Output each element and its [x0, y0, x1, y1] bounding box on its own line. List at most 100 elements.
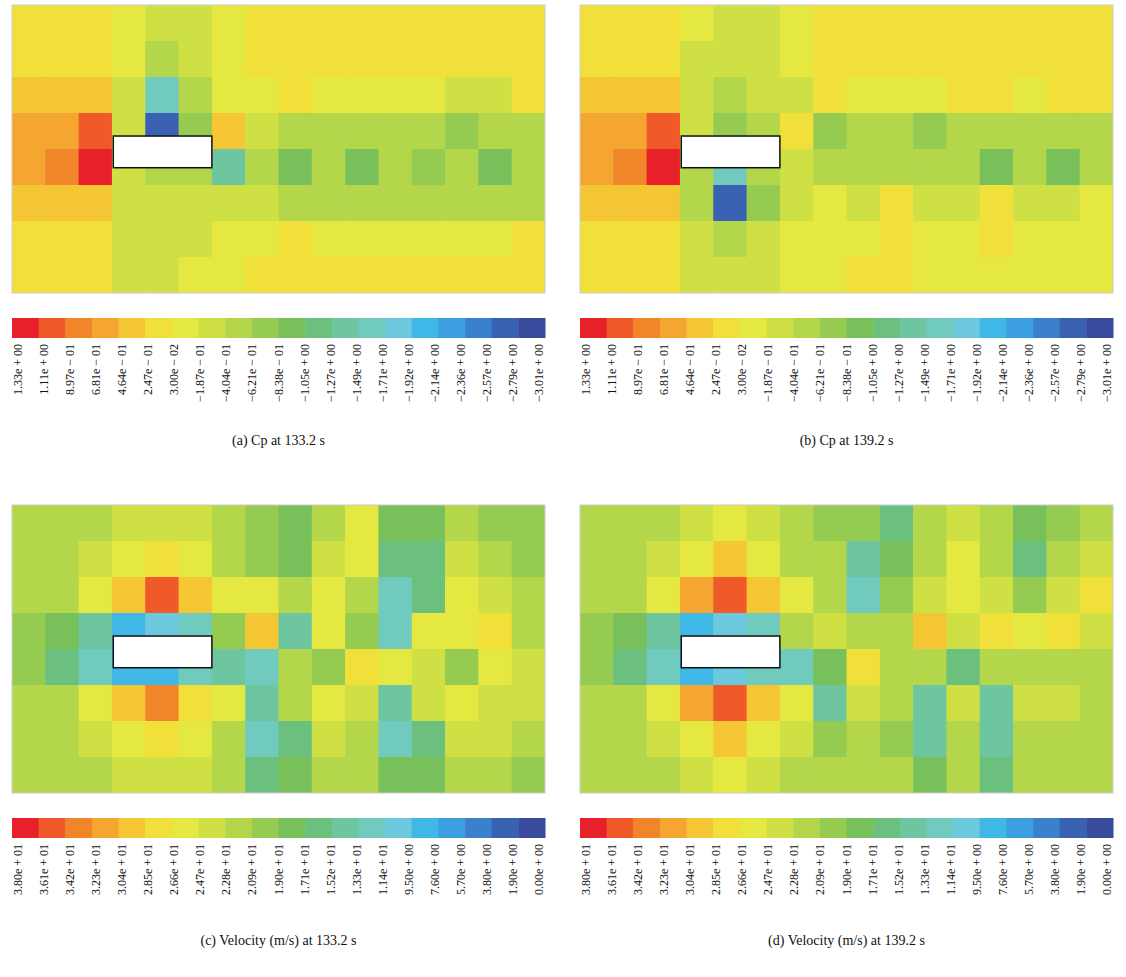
cell	[12, 577, 46, 614]
cell	[45, 221, 79, 258]
cell	[880, 113, 914, 150]
cell	[512, 649, 545, 686]
cell	[412, 221, 446, 258]
cell	[279, 149, 313, 186]
cell	[680, 685, 714, 722]
colorbar-swatch	[145, 818, 172, 838]
cell	[647, 113, 681, 150]
colorbar-swatch	[225, 318, 252, 338]
cell	[279, 685, 313, 722]
cell	[512, 221, 545, 258]
colorbar-swatch	[847, 318, 874, 338]
cell	[378, 613, 412, 650]
cell	[312, 505, 346, 542]
cell	[913, 41, 947, 78]
cell	[647, 721, 681, 758]
cell	[279, 613, 313, 650]
colorbar-swatch	[518, 318, 545, 338]
colorbar-label: −2.14e + 00	[996, 344, 1010, 402]
cell	[279, 221, 313, 258]
cell	[445, 721, 479, 758]
cell	[747, 685, 781, 722]
colorbar-label: 1.33e + 01	[350, 844, 364, 895]
cell	[647, 577, 681, 614]
cell	[145, 577, 179, 614]
cell	[179, 757, 213, 793]
colorbar-swatch	[580, 818, 607, 838]
cell	[378, 149, 412, 186]
cell	[279, 541, 313, 578]
cell	[647, 505, 681, 542]
cell	[279, 185, 313, 222]
cell	[79, 577, 113, 614]
cell	[613, 77, 647, 114]
cell	[112, 41, 146, 78]
cell	[847, 77, 881, 114]
cell	[378, 185, 412, 222]
cell	[1080, 757, 1113, 793]
colorbar-label: −1.05e + 00	[866, 344, 880, 402]
colorbar-swatch	[305, 318, 332, 338]
cell	[946, 649, 980, 686]
cell	[345, 149, 379, 186]
cell	[212, 577, 246, 614]
cell	[946, 685, 980, 722]
cell	[847, 685, 881, 722]
colorbar-label: 2.09e + 01	[245, 844, 259, 895]
cell	[445, 613, 479, 650]
colorbar-swatch	[332, 818, 359, 838]
colorbar-swatch	[1086, 318, 1113, 338]
colorbar-label: 4.64e − 01	[115, 344, 129, 395]
cell	[512, 577, 545, 614]
cell	[580, 577, 614, 614]
colorbar-swatch	[633, 318, 660, 338]
cell	[478, 77, 512, 114]
cell	[1013, 221, 1047, 258]
cell	[79, 149, 113, 186]
cell	[647, 41, 681, 78]
cell	[478, 757, 512, 793]
cell	[1046, 41, 1080, 78]
colorbar-swatch	[1033, 818, 1060, 838]
cell	[378, 505, 412, 542]
colorbar-label: −4.04e − 01	[787, 344, 801, 402]
cell	[847, 505, 881, 542]
cell	[880, 613, 914, 650]
cell	[478, 505, 512, 542]
cell	[647, 257, 681, 293]
colorbar-label: −6.21e − 01	[813, 344, 827, 402]
colorbar-label: −6.21e − 01	[245, 344, 259, 402]
cell	[312, 221, 346, 258]
cell	[647, 5, 681, 42]
colorbar-label: 1.90e + 00	[506, 844, 520, 895]
colorbar-label: 2.47e − 01	[141, 344, 155, 395]
cell	[412, 77, 446, 114]
cell	[312, 5, 346, 42]
cell	[279, 757, 313, 793]
cell	[680, 221, 714, 258]
colorbar-label: 2.28e + 01	[787, 844, 801, 895]
colorbar-swatch	[172, 318, 199, 338]
cell	[980, 113, 1014, 150]
cell	[847, 757, 881, 793]
colorbar-label: −2.36e + 00	[454, 344, 468, 402]
cell	[713, 77, 747, 114]
cell	[112, 577, 146, 614]
cell	[79, 221, 113, 258]
colorbar-label: −4.04e − 01	[219, 344, 233, 402]
colorbar-label: 3.80e + 01	[579, 844, 593, 895]
cell	[713, 505, 747, 542]
cell	[145, 505, 179, 542]
body-obstacle	[113, 636, 212, 668]
cell	[345, 77, 379, 114]
cell	[1046, 221, 1080, 258]
cell	[1046, 757, 1080, 793]
colorbar-swatch	[633, 818, 660, 838]
cell	[1080, 185, 1113, 222]
colorbar-swatch	[12, 318, 39, 338]
cell	[45, 113, 79, 150]
cell	[345, 505, 379, 542]
cell	[79, 685, 113, 722]
cell	[913, 613, 947, 650]
cell	[1046, 185, 1080, 222]
